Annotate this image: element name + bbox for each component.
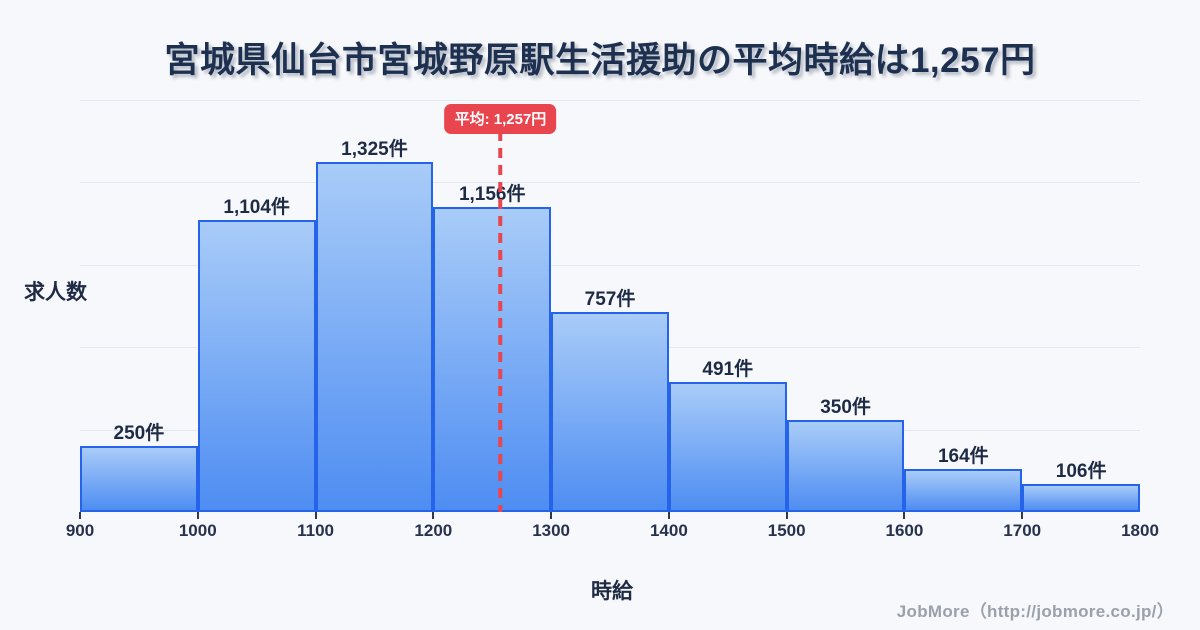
histogram-bar — [433, 207, 552, 512]
histogram-bar — [315, 162, 434, 512]
axis-tick — [196, 512, 199, 519]
axis-tick-label: 1100 — [297, 521, 334, 540]
bar-value-label: 164件 — [937, 446, 989, 467]
bar-value-label: 250件 — [113, 423, 165, 444]
axis-tick — [314, 512, 317, 519]
bar-value-label: 1,104件 — [223, 197, 290, 218]
bar-value-label: 106件 — [1055, 461, 1107, 482]
axis-tick-label: 1700 — [1003, 521, 1042, 540]
axis-tick-label: 1000 — [178, 521, 217, 540]
bar-value-label: 350件 — [820, 397, 871, 418]
axis-tick — [903, 512, 906, 519]
x-axis-label: 時給 — [591, 580, 633, 603]
histogram-bar — [1022, 484, 1140, 512]
histogram-bar — [80, 446, 198, 512]
axis-tick-label: 1600 — [885, 521, 924, 540]
histogram-bar — [786, 420, 905, 512]
gridline — [80, 182, 1140, 183]
axis-tick-label: 1300 — [532, 521, 571, 540]
axis-tick — [785, 512, 788, 519]
bar-value-label: 1,325件 — [341, 139, 408, 160]
average-line — [498, 131, 503, 512]
axis-tick — [432, 512, 435, 519]
axis-tick-label: 1800 — [1121, 521, 1159, 540]
y-axis-label: 求人数 — [24, 281, 87, 304]
axis-tick — [550, 512, 553, 519]
histogram-bar — [197, 220, 316, 512]
axis-tick-label: 1500 — [767, 521, 806, 540]
axis-tick-label: 1200 — [414, 521, 453, 540]
gridline — [80, 99, 1140, 101]
chart-title: 宮城県仙台市宮城野原駅生活援助の平均時給は1,257円 — [164, 41, 1036, 80]
histogram-bar — [551, 312, 669, 512]
gridline — [80, 264, 1140, 266]
bar-value-label: 1,156件 — [458, 184, 526, 205]
average-badge: 平均: 1,257円 — [444, 104, 557, 134]
axis-tick-label: 900 — [65, 521, 95, 540]
bar-value-label: 757件 — [584, 289, 636, 310]
axis-tick — [1021, 512, 1024, 519]
bar-value-label: 491件 — [702, 359, 754, 380]
histogram-bar — [904, 469, 1023, 512]
histogram-bar — [668, 382, 787, 512]
footer-credit: JobMore（http://jobmore.co.jp/） — [896, 602, 1174, 621]
axis-tick — [79, 512, 81, 519]
axis-tick — [667, 512, 670, 519]
axis-tick-label: 1400 — [649, 521, 688, 540]
